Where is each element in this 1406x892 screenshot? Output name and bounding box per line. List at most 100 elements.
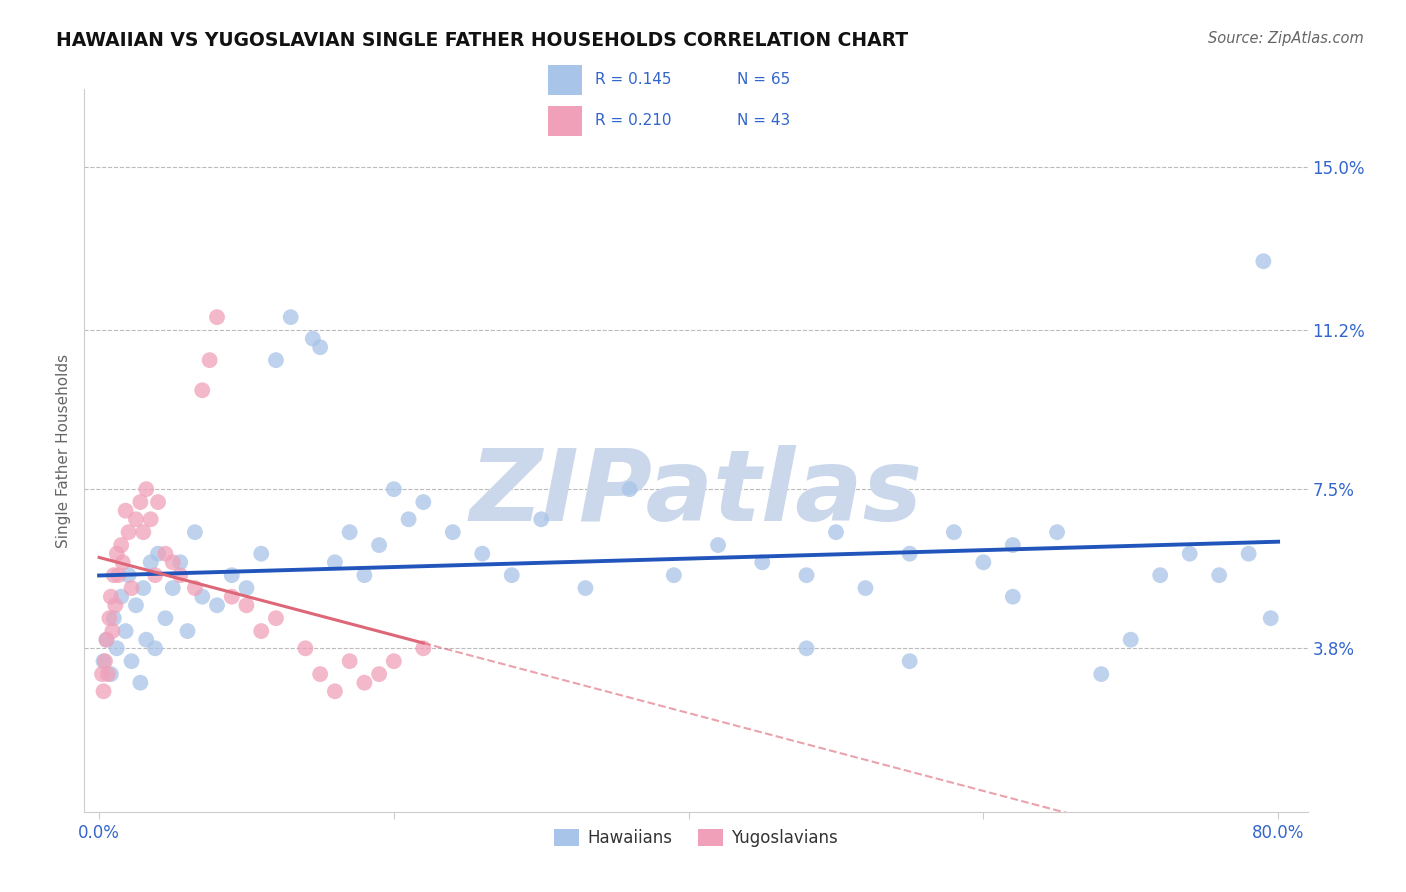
Point bbox=[105, 547, 128, 561]
Point bbox=[574, 581, 596, 595]
Point bbox=[898, 547, 921, 561]
Point bbox=[1208, 568, 1230, 582]
Point bbox=[105, 641, 128, 656]
Point bbox=[184, 581, 207, 595]
Point bbox=[1119, 632, 1142, 647]
Point bbox=[898, 654, 921, 668]
Point bbox=[1001, 538, 1024, 552]
Point bbox=[97, 667, 120, 681]
Point bbox=[191, 590, 214, 604]
Point bbox=[751, 555, 773, 569]
Point bbox=[94, 654, 117, 668]
Point bbox=[972, 555, 994, 569]
Point bbox=[110, 590, 132, 604]
Point bbox=[146, 547, 169, 561]
Point bbox=[117, 568, 139, 582]
Point bbox=[91, 667, 114, 681]
Point bbox=[221, 568, 243, 582]
Point bbox=[235, 599, 257, 613]
Point bbox=[93, 684, 115, 698]
Point bbox=[353, 675, 375, 690]
Point bbox=[121, 654, 143, 668]
Point bbox=[129, 495, 152, 509]
Text: R = 0.145: R = 0.145 bbox=[595, 72, 672, 87]
Point bbox=[412, 641, 434, 656]
Text: HAWAIIAN VS YUGOSLAVIAN SINGLE FATHER HOUSEHOLDS CORRELATION CHART: HAWAIIAN VS YUGOSLAVIAN SINGLE FATHER HO… bbox=[56, 31, 908, 50]
Point bbox=[205, 310, 228, 325]
Point bbox=[96, 632, 118, 647]
Point bbox=[98, 611, 121, 625]
Point bbox=[1260, 611, 1282, 625]
Text: N = 43: N = 43 bbox=[737, 113, 790, 128]
Point bbox=[176, 624, 198, 639]
Point bbox=[501, 568, 523, 582]
Point bbox=[121, 581, 143, 595]
Point bbox=[169, 568, 191, 582]
Text: R = 0.210: R = 0.210 bbox=[595, 113, 672, 128]
Point bbox=[412, 495, 434, 509]
Point bbox=[250, 624, 273, 639]
Point bbox=[796, 641, 818, 656]
Point bbox=[132, 525, 155, 540]
Point bbox=[530, 512, 553, 526]
Point bbox=[323, 684, 346, 698]
Point bbox=[398, 512, 420, 526]
Point bbox=[139, 512, 162, 526]
Point bbox=[191, 384, 214, 398]
Point bbox=[855, 581, 877, 595]
Point bbox=[143, 641, 166, 656]
Point bbox=[301, 332, 323, 346]
Legend: Hawaiians, Yugoslavians: Hawaiians, Yugoslavians bbox=[547, 822, 845, 854]
Point bbox=[198, 353, 221, 368]
Point bbox=[162, 581, 184, 595]
Point bbox=[294, 641, 316, 656]
Point bbox=[169, 555, 191, 569]
Point bbox=[323, 555, 346, 569]
Y-axis label: Single Father Households: Single Father Households bbox=[56, 353, 72, 548]
Point bbox=[139, 555, 162, 569]
Point bbox=[1149, 568, 1171, 582]
Point bbox=[264, 611, 287, 625]
Point bbox=[339, 654, 361, 668]
Point bbox=[162, 555, 184, 569]
Point bbox=[796, 568, 818, 582]
FancyBboxPatch shape bbox=[548, 65, 582, 95]
Point bbox=[471, 547, 494, 561]
Point bbox=[825, 525, 848, 540]
Point bbox=[441, 525, 464, 540]
Point bbox=[368, 667, 391, 681]
Point bbox=[93, 654, 115, 668]
Point bbox=[309, 667, 332, 681]
Point bbox=[132, 581, 155, 595]
Point bbox=[101, 624, 124, 639]
Point bbox=[264, 353, 287, 368]
Point bbox=[339, 525, 361, 540]
Point bbox=[1178, 547, 1201, 561]
Point bbox=[107, 568, 129, 582]
Point bbox=[382, 482, 405, 496]
Point bbox=[707, 538, 730, 552]
Point bbox=[309, 340, 332, 354]
Point bbox=[942, 525, 965, 540]
Point bbox=[135, 482, 157, 496]
Text: ZIPatlas: ZIPatlas bbox=[470, 445, 922, 542]
Point bbox=[205, 599, 228, 613]
Point bbox=[129, 675, 152, 690]
FancyBboxPatch shape bbox=[548, 106, 582, 136]
Point bbox=[155, 611, 177, 625]
Point bbox=[662, 568, 685, 582]
Point bbox=[125, 512, 148, 526]
Point bbox=[103, 568, 125, 582]
Point bbox=[353, 568, 375, 582]
Point bbox=[143, 568, 166, 582]
Point bbox=[110, 538, 132, 552]
Point bbox=[235, 581, 257, 595]
Point bbox=[103, 611, 125, 625]
Point bbox=[155, 547, 177, 561]
Point bbox=[382, 654, 405, 668]
Point bbox=[104, 599, 127, 613]
Point bbox=[1090, 667, 1112, 681]
Point bbox=[184, 525, 207, 540]
Point bbox=[100, 590, 122, 604]
Point bbox=[114, 624, 136, 639]
